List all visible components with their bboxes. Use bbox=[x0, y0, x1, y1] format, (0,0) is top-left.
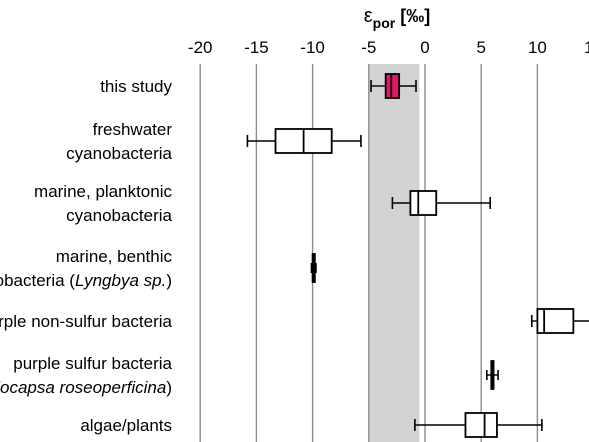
box-plots bbox=[246, 73, 589, 438]
box-plot bbox=[310, 253, 317, 283]
x-tick-label: 5 bbox=[476, 38, 485, 57]
chart-title: εpor [‰] bbox=[364, 5, 430, 31]
category-label: (Thiocapsa roseoperficina) bbox=[0, 378, 172, 397]
category-label: cyanobacteria (Lyngbya sp.) bbox=[0, 271, 172, 290]
category-label-run: algae/plants bbox=[80, 416, 172, 435]
box-iqr bbox=[464, 412, 498, 438]
box-plot bbox=[391, 190, 491, 216]
gridline-layer bbox=[199, 64, 539, 442]
category-label: algae/plants bbox=[80, 416, 172, 435]
box-plot bbox=[486, 360, 499, 390]
x-tick-label: -5 bbox=[361, 38, 376, 57]
category-label-run: purple non-sulfur bacteria bbox=[0, 312, 173, 331]
category-label: freshwater bbox=[93, 120, 173, 139]
category-label-run: marine, planktonic bbox=[34, 182, 172, 201]
category-label: marine, planktonic bbox=[34, 182, 172, 201]
x-tick-label: -15 bbox=[244, 38, 269, 57]
category-label-run: cyanobacteria bbox=[66, 206, 172, 225]
title-subscript: por bbox=[373, 15, 396, 31]
shaded-band-layer bbox=[368, 64, 420, 442]
category-label-run: cyanobacteria ( bbox=[0, 271, 75, 290]
category-label: this study bbox=[100, 77, 172, 96]
category-label: cyanobacteria bbox=[66, 144, 172, 163]
category-label-run: marine, benthic bbox=[56, 247, 173, 266]
x-tick-label: -20 bbox=[188, 38, 213, 57]
shaded-band bbox=[368, 64, 420, 442]
box-plot bbox=[414, 412, 543, 438]
category-label-run: cyanobacteria bbox=[66, 144, 172, 163]
box-plot bbox=[246, 128, 362, 154]
category-label-run: purple sulfur bacteria bbox=[13, 354, 172, 373]
category-label: purple sulfur bacteria bbox=[13, 354, 172, 373]
box-plot bbox=[530, 308, 589, 334]
box-iqr bbox=[536, 308, 575, 334]
category-label-run: freshwater bbox=[93, 120, 173, 139]
title-unit: [‰] bbox=[400, 6, 430, 26]
category-label-run: ) bbox=[166, 271, 172, 290]
category-label: purple non-sulfur bacteria bbox=[0, 312, 173, 331]
category-label: marine, benthic bbox=[56, 247, 173, 266]
category-label-run: ) bbox=[166, 378, 172, 397]
category-labels: this study freshwater cyanobacteria marine,… bbox=[0, 77, 173, 435]
x-tick-label: -10 bbox=[300, 38, 325, 57]
x-tick-labels: -20 -15 -10 -5 0 5 10 15 bbox=[188, 38, 589, 57]
category-label-run: this study bbox=[100, 77, 172, 96]
box-iqr bbox=[409, 190, 438, 216]
category-label-run: Thiocapsa roseoperficina bbox=[0, 378, 166, 397]
box-plot bbox=[370, 73, 417, 99]
category-label: cyanobacteria bbox=[66, 206, 172, 225]
x-tick-label: 15 bbox=[584, 38, 589, 57]
x-tick-label: 10 bbox=[528, 38, 547, 57]
category-label-run: Lyngbya sp. bbox=[75, 271, 166, 290]
title-symbol: ε bbox=[364, 5, 373, 27]
x-tick-label: 0 bbox=[420, 38, 429, 57]
box-iqr bbox=[384, 73, 401, 99]
